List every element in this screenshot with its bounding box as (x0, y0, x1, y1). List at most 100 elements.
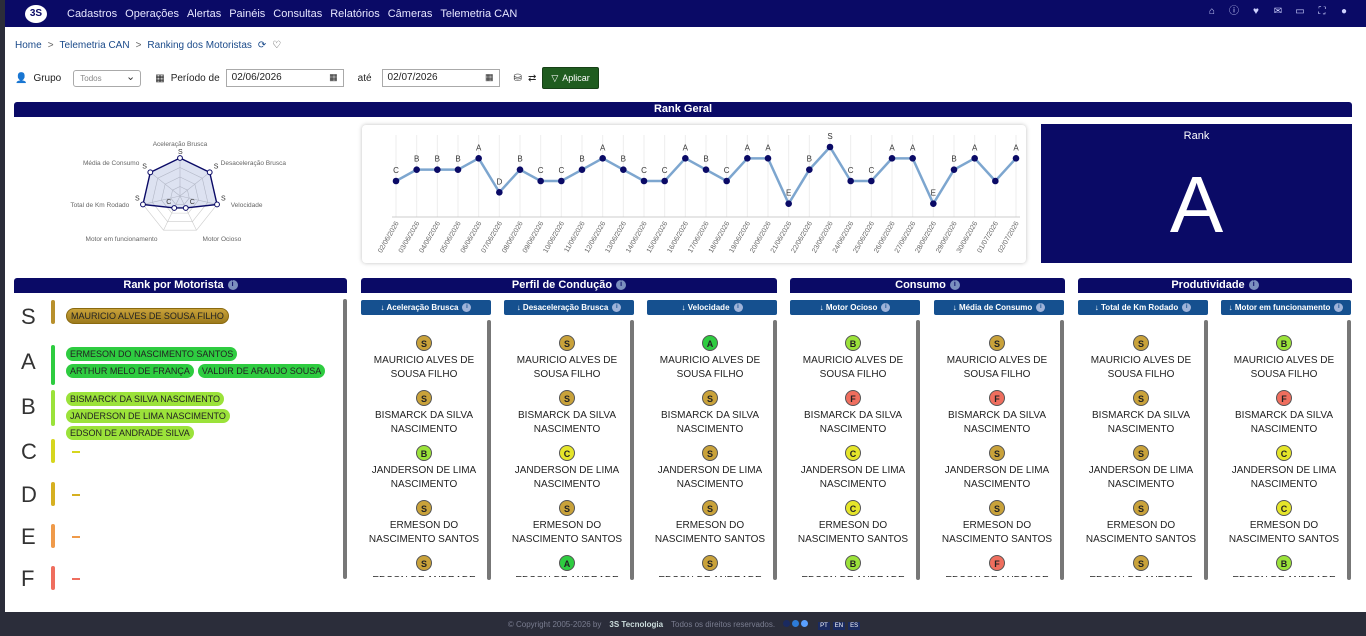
data-point[interactable] (578, 166, 586, 173)
sort-arrow-icon[interactable]: ↓ (952, 303, 959, 312)
driver-entry[interactable]: C JANDERSON DE LIMA NASCIMENTO (790, 445, 916, 492)
info-icon[interactable]: i (616, 280, 627, 291)
driver-entry[interactable]: S MAURICIO ALVES DE SOUSA FILHO (361, 335, 487, 382)
nav-item-4[interactable]: Consultas (273, 7, 323, 20)
driver-chip[interactable]: ARTHUR MELO DE FRANÇA (66, 364, 194, 378)
group-select[interactable]: Todos (73, 69, 142, 87)
driver-entry[interactable]: S ERMESON DO NASCIMENTO SANTOS (1078, 500, 1204, 547)
nav-item-2[interactable]: Alertas (186, 7, 222, 20)
home-icon[interactable]: ⌂ (1208, 6, 1216, 17)
driver-entry[interactable]: C ERMESON DO NASCIMENTO SANTOS (1221, 500, 1347, 547)
data-point[interactable] (434, 166, 441, 173)
data-point[interactable] (785, 200, 792, 207)
data-point[interactable] (558, 177, 565, 185)
apply-button[interactable]: ▽ Aplicar (542, 67, 599, 89)
driver-entry[interactable]: F EDSON DE ANDRADE SILVA (934, 555, 1060, 577)
column-header[interactable]: ↓ Aceleração Brusca i (361, 300, 491, 315)
column-scrollbar[interactable] (1060, 320, 1064, 580)
data-point[interactable] (454, 166, 462, 173)
column-scrollbar[interactable] (1347, 320, 1351, 580)
driver-entry[interactable]: F BISMARCK DA SILVA NASCIMENTO (1221, 390, 1347, 437)
driver-entry[interactable]: B JANDERSON DE LIMA NASCIMENTO (361, 445, 487, 492)
driver-entry[interactable]: S BISMARCK DA SILVA NASCIMENTO (647, 390, 773, 437)
column-scrollbar[interactable] (916, 320, 920, 580)
rank-list-scrollbar[interactable] (343, 299, 347, 579)
radar-point[interactable] (147, 169, 154, 176)
info-icon[interactable]: i (1248, 280, 1259, 291)
lang-2[interactable]: ES (848, 621, 861, 630)
info-icon[interactable]: i (1334, 303, 1344, 313)
data-point[interactable] (971, 155, 978, 162)
data-point[interactable] (640, 177, 648, 185)
column-scrollbar[interactable] (487, 320, 491, 580)
radar-point[interactable] (177, 155, 183, 161)
driver-entry[interactable]: C ERMESON DO NASCIMENTO SANTOS (790, 500, 916, 547)
driver-entry[interactable]: F BISMARCK DA SILVA NASCIMENTO (790, 390, 916, 437)
driver-chip[interactable]: VALDIR DE ARAUJO SOUSA (197, 364, 326, 378)
database-icon[interactable]: ⛁ (513, 72, 522, 84)
column-scrollbar[interactable] (630, 320, 634, 580)
column-header[interactable]: ↓ Total de Km Rodado i (1078, 300, 1208, 315)
driver-chip[interactable]: JANDERSON DE LIMA NASCIMENTO (66, 409, 230, 423)
data-point[interactable] (1012, 155, 1020, 162)
sort-arrow-icon[interactable]: ↓ (681, 303, 688, 312)
info-icon[interactable]: i (949, 280, 960, 291)
column-header[interactable]: ↓ Motor em funcionamento i (1221, 300, 1351, 315)
driver-chip[interactable]: ERMESON DO NASCIMENTO SANTOS (66, 347, 238, 361)
driver-entry[interactable]: S EDSON DE ANDRADE SILVA (1078, 555, 1204, 577)
column-header[interactable]: ↓ Desaceleração Brusca i (504, 300, 634, 315)
driver-entry[interactable]: S JANDERSON DE LIMA NASCIMENTO (647, 445, 773, 492)
fullscreen-icon[interactable]: ⛶ (1318, 6, 1326, 17)
data-point[interactable] (888, 155, 896, 162)
data-point[interactable] (950, 166, 958, 173)
nav-item-3[interactable]: Painéis (229, 7, 266, 20)
company-link[interactable]: 3S Tecnologia (609, 619, 664, 629)
calendar-picker-icon[interactable]: ▦ (485, 72, 494, 82)
column-scrollbar[interactable] (1204, 320, 1208, 580)
data-point[interactable] (661, 177, 668, 185)
data-point[interactable] (868, 177, 875, 185)
driver-entry[interactable]: S JANDERSON DE LIMA NASCIMENTO (934, 445, 1060, 492)
breadcrumb-page[interactable]: Ranking dos Motoristas (147, 40, 252, 51)
info-icon[interactable]: i (462, 303, 472, 313)
driver-entry[interactable]: A MAURICIO ALVES DE SOUSA FILHO (647, 335, 773, 382)
column-header[interactable]: ↓ Motor Ocioso i (790, 300, 920, 315)
data-point[interactable] (826, 143, 834, 151)
driver-entry[interactable]: S EDSON DE ANDRADE SILVA (361, 555, 487, 577)
data-point[interactable] (992, 177, 999, 185)
data-point[interactable] (744, 155, 751, 162)
info-icon[interactable]: i (733, 303, 743, 313)
driver-entry[interactable]: F BISMARCK DA SILVA NASCIMENTO (934, 390, 1060, 437)
driver-entry[interactable]: S BISMARCK DA SILVA NASCIMENTO (504, 390, 630, 437)
driver-entry[interactable]: B MAURICIO ALVES DE SOUSA FILHO (1221, 335, 1347, 382)
info-icon[interactable]: i (1036, 303, 1046, 313)
sort-arrow-icon[interactable]: ↓ (1094, 303, 1102, 312)
data-point[interactable] (392, 177, 400, 185)
sort-arrow-icon[interactable]: ↓ (380, 303, 387, 312)
sort-arrow-icon[interactable]: ↓ (1228, 303, 1235, 312)
driver-entry[interactable]: S ERMESON DO NASCIMENTO SANTOS (361, 500, 487, 547)
lang-0[interactable]: PT (818, 621, 830, 630)
driver-entry[interactable]: S BISMARCK DA SILVA NASCIMENTO (361, 390, 487, 437)
data-point[interactable] (764, 155, 772, 162)
info-icon[interactable]: i (881, 303, 891, 313)
data-point[interactable] (537, 177, 544, 185)
date-from-input[interactable]: 02/06/2026 ▦ (225, 69, 344, 87)
nav-item-1[interactable]: Operações (125, 7, 179, 20)
driver-entry[interactable]: B EDSON DE ANDRADE SILVA (1221, 555, 1347, 577)
driver-entry[interactable]: S MAURICIO ALVES DE SOUSA FILHO (934, 335, 1060, 382)
data-point[interactable] (682, 155, 689, 162)
info-icon[interactable]: i (227, 280, 238, 291)
nav-item-7[interactable]: Telemetria CAN (440, 7, 518, 20)
sort-arrow-icon[interactable]: ↓ (819, 303, 826, 312)
data-point[interactable] (930, 200, 937, 207)
data-point[interactable] (723, 177, 730, 185)
radar-point[interactable] (214, 201, 220, 208)
inbox-icon[interactable]: ▭ (1295, 6, 1305, 17)
driver-entry[interactable]: S ERMESON DO NASCIMENTO SANTOS (504, 500, 630, 547)
theme-dots[interactable] (783, 619, 810, 629)
data-point[interactable] (413, 166, 420, 173)
data-point[interactable] (620, 166, 627, 173)
data-point[interactable] (909, 155, 916, 162)
info-icon[interactable]: i (1182, 303, 1192, 313)
